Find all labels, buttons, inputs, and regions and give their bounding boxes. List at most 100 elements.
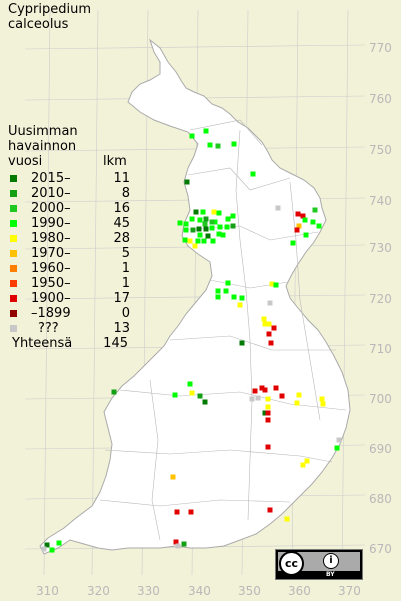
- legend-count: 8: [121, 186, 130, 201]
- legend-row: 1960– 1: [10, 261, 130, 276]
- observation-dot: [44, 542, 50, 548]
- observation-dot: [294, 400, 300, 406]
- x-label: 340: [188, 584, 211, 598]
- species-title-line1: Cypripedium: [8, 2, 91, 17]
- y-label: 750: [369, 143, 392, 157]
- legend-swatch: [10, 295, 17, 302]
- observation-dot: [203, 128, 209, 134]
- observation-dot: [177, 220, 183, 226]
- legend-row: 2000– 16: [10, 201, 130, 216]
- observation-dot: [183, 227, 189, 233]
- observation-dot: [303, 232, 309, 238]
- x-label: 330: [137, 584, 160, 598]
- observation-dot: [334, 445, 340, 451]
- legend-count: 5: [121, 246, 130, 261]
- observation-dot: [111, 389, 117, 395]
- observation-dot: [181, 541, 187, 547]
- observation-dot: [207, 142, 213, 148]
- legend-swatch: [10, 280, 17, 287]
- observation-dot: [265, 396, 271, 402]
- observation-dot: [202, 399, 208, 405]
- observation-dot: [192, 243, 198, 249]
- legend-count: 17: [113, 291, 130, 306]
- observation-dots: [41, 128, 342, 553]
- observation-dot: [187, 381, 193, 387]
- grid-line: [341, 9, 349, 576]
- observation-dot: [170, 474, 176, 480]
- legend-row: 1900– 17: [10, 291, 130, 306]
- legend-row: –1899 0: [10, 306, 130, 321]
- legend-total: Yhteensä 145: [12, 336, 128, 351]
- legend-label: 1980–: [31, 231, 71, 246]
- total-label: Yhteensä: [12, 336, 73, 351]
- species-title: Cypripedium calceolus: [8, 2, 91, 32]
- legend-label: 1900–: [31, 291, 71, 306]
- observation-dot: [252, 388, 258, 394]
- observation-dot: [188, 509, 194, 515]
- observation-dot: [223, 288, 229, 294]
- legend-label: 2010–: [31, 186, 71, 201]
- observation-dot: [310, 219, 316, 225]
- y-label: 680: [369, 492, 392, 506]
- observation-dot: [190, 227, 196, 233]
- legend-label: 1960–: [31, 261, 71, 276]
- observation-dot: [296, 392, 302, 398]
- y-label: 720: [369, 292, 392, 306]
- observation-dot: [173, 539, 179, 545]
- legend-row: 1950– 1: [10, 276, 130, 291]
- observation-dot: [209, 225, 215, 231]
- legend-count: 45: [113, 216, 130, 231]
- attribution-icon: i: [323, 553, 339, 569]
- x-label: 370: [338, 584, 361, 598]
- observation-dot: [195, 238, 201, 244]
- y-label: 670: [369, 542, 392, 556]
- legend-swatch: [10, 175, 17, 182]
- legend-label: 1990–: [31, 216, 71, 231]
- observation-dot: [197, 232, 203, 238]
- legend-swatch: [10, 250, 17, 257]
- observation-dot: [220, 232, 226, 238]
- legend-count: 13: [113, 321, 130, 336]
- observation-dot: [196, 226, 202, 232]
- observation-dot: [262, 387, 268, 393]
- legend-swatch: [10, 310, 17, 317]
- observation-dot: [202, 221, 208, 227]
- cc-by-license-badge[interactable]: cc i BY: [275, 549, 363, 580]
- legend-swatch: [10, 190, 17, 197]
- legend-count: 0: [121, 306, 130, 321]
- legend-row: 2015– 11: [10, 171, 130, 186]
- total-count: 145: [103, 336, 128, 351]
- cc-icon: cc: [279, 551, 304, 576]
- legend-swatch: [10, 220, 17, 227]
- observation-dot: [189, 390, 195, 396]
- legend-row: 2010– 8: [10, 186, 130, 201]
- legend-swatch: [10, 205, 17, 212]
- legend-row: 1990– 45: [10, 216, 130, 231]
- legend: 2015– 11 2010– 8 2000– 16 1990– 45 1980– 28 1…: [10, 171, 130, 336]
- observation-dot: [249, 396, 255, 402]
- y-label: 710: [369, 342, 392, 356]
- observation-dot: [296, 223, 302, 229]
- grid-line: [24, 294, 366, 300]
- legend-title-line3: vuosi: [8, 154, 43, 169]
- observation-dot: [300, 462, 306, 468]
- grid-line: [91, 9, 99, 576]
- legend-row: 1980– 28: [10, 231, 130, 246]
- observation-dot: [271, 325, 277, 331]
- observation-dot: [225, 280, 231, 286]
- observation-dot: [184, 179, 190, 185]
- observation-dot: [209, 219, 215, 225]
- observation-dot: [237, 302, 243, 308]
- observation-dot: [319, 396, 325, 402]
- observation-dot: [210, 238, 216, 244]
- observation-dot: [197, 393, 203, 399]
- legend-title-line1: Uusimman: [8, 124, 78, 139]
- species-title-line2: calceolus: [8, 17, 69, 32]
- observation-dot: [203, 226, 209, 232]
- license-by-text: BY: [326, 571, 335, 578]
- observation-dot: [193, 209, 199, 215]
- legend-title: Uusimman havainnon vuosi: [8, 124, 78, 169]
- observation-dot: [215, 294, 221, 300]
- legend-count: 11: [113, 171, 130, 186]
